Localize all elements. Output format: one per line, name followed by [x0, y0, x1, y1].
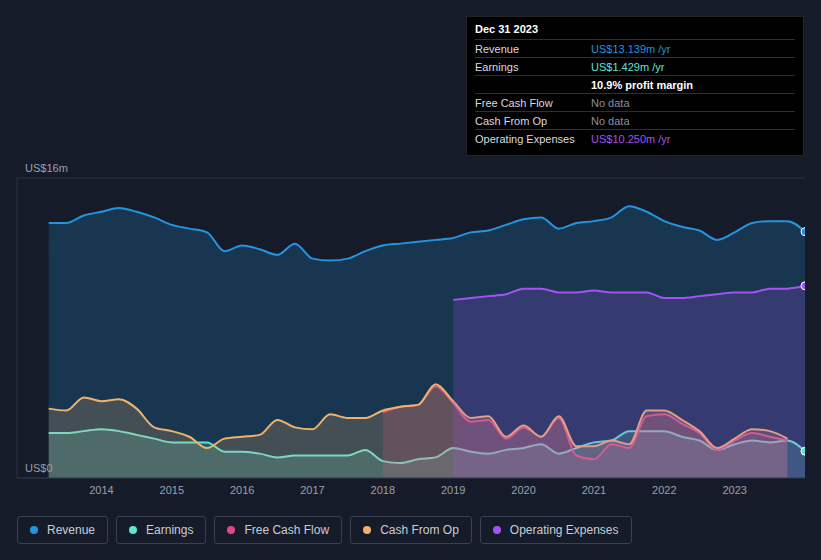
html-text:No data: No data: [591, 96, 630, 109]
html-text:No data: No data: [591, 114, 630, 127]
svg-text:US$0: US$0: [25, 462, 53, 474]
svg-text:2016: 2016: [230, 484, 254, 496]
svg-text:2017: 2017: [300, 484, 324, 496]
html-text:US$13.139m /yr: US$13.139m /yr: [591, 42, 671, 55]
svg-text:2018: 2018: [371, 484, 395, 496]
html-text:Revenue: Revenue: [475, 42, 519, 55]
html-text:Operating Expenses: Operating Expenses: [509, 523, 619, 537]
html-text:Free Cash Flow: Free Cash Flow: [244, 523, 330, 537]
html-text:Revenue: Revenue: [47, 523, 95, 537]
html-text:Cash From Op: Cash From Op: [475, 114, 548, 127]
svg-text:2014: 2014: [89, 484, 113, 496]
html-text:US$10.250m /yr: US$10.250m /yr: [591, 132, 671, 145]
html-text:Earnings: Earnings: [146, 523, 194, 537]
svg-text:US$16m: US$16m: [25, 162, 68, 174]
svg-text:2022: 2022: [652, 484, 676, 496]
svg-text:2023: 2023: [722, 484, 746, 496]
html-text:Dec 31 2023: Dec 31 2023: [475, 23, 538, 35]
html-text:Free Cash Flow: Free Cash Flow: [475, 96, 553, 109]
html-text:10.9% profit margin: 10.9% profit margin: [591, 78, 694, 91]
svg-text:2020: 2020: [511, 484, 535, 496]
svg-text:2021: 2021: [582, 484, 606, 496]
svg-text:2019: 2019: [441, 484, 465, 496]
html-text:US$1.429m /yr: US$1.429m /yr: [591, 60, 665, 73]
html-text:Earnings: Earnings: [475, 60, 519, 73]
svg-text:2015: 2015: [160, 484, 184, 496]
html-text:Cash From Op: Cash From Op: [380, 523, 459, 537]
html-text:Operating Expenses: Operating Expenses: [475, 132, 575, 145]
